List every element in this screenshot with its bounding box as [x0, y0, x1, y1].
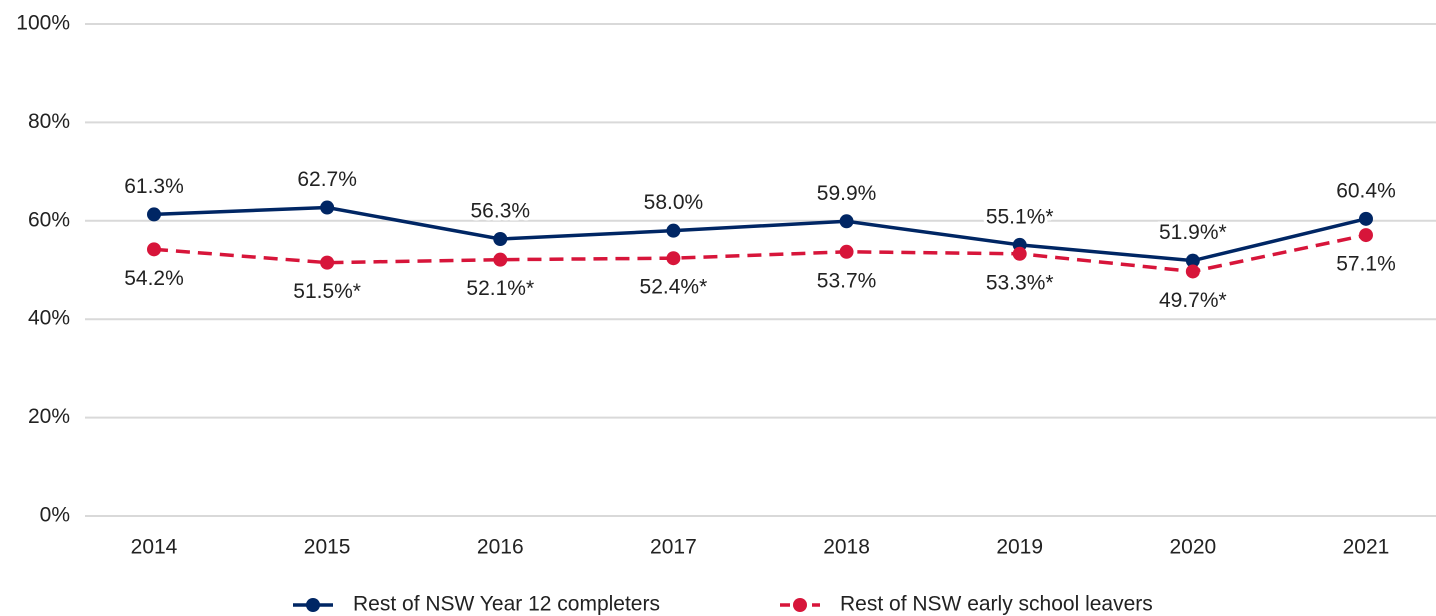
x-tick-label: 2016	[477, 536, 524, 559]
y-tick-label: 20%	[28, 405, 70, 428]
x-tick-label: 2021	[1343, 536, 1390, 559]
data-label: 62.7%	[297, 168, 357, 191]
data-label: 49.7%*	[1159, 289, 1227, 312]
data-label: 55.1%*	[986, 205, 1054, 228]
y-tick-label: 100%	[16, 12, 70, 35]
legend-marker	[793, 598, 807, 612]
data-point	[1358, 228, 1373, 243]
y-tick-label: 60%	[28, 208, 70, 231]
data-label: 60.4%	[1336, 179, 1396, 202]
data-point	[1012, 246, 1027, 261]
y-tick-label: 80%	[28, 110, 70, 133]
data-label: 61.3%	[124, 175, 184, 198]
series-line	[153, 233, 1367, 274]
legend-label: Rest of NSW early school leavers	[840, 593, 1153, 616]
data-label: 52.4%*	[640, 276, 708, 299]
data-label: 59.9%	[817, 182, 877, 205]
data-label: 53.7%	[817, 269, 877, 292]
y-tick-label: 0%	[40, 504, 70, 527]
x-tick-label: 2019	[996, 536, 1043, 559]
data-point	[320, 200, 335, 215]
data-point	[666, 251, 681, 266]
legend-marker	[306, 598, 320, 612]
x-tick-label: 2020	[1169, 536, 1216, 559]
data-label: 51.9%*	[1159, 221, 1227, 244]
data-label: 53.3%*	[986, 271, 1054, 294]
data-point	[666, 223, 681, 238]
data-label: 54.2%	[124, 267, 184, 290]
data-label: 51.5%*	[293, 280, 361, 303]
legend-label: Rest of NSW Year 12 completers	[353, 593, 660, 616]
x-tick-label: 2014	[131, 536, 178, 559]
data-label: 52.1%*	[466, 277, 534, 300]
x-tick-label: 2018	[823, 536, 870, 559]
data-point	[1358, 211, 1373, 226]
x-tick-label: 2015	[304, 536, 351, 559]
x-tick-label: 2017	[650, 536, 697, 559]
data-point	[147, 207, 161, 222]
data-label: 57.1%	[1336, 253, 1396, 276]
data-point	[1185, 253, 1200, 268]
data-label: 56.3%	[471, 200, 531, 223]
data-point	[839, 214, 854, 229]
data-point	[493, 232, 508, 247]
data-point	[320, 255, 335, 270]
data-point	[1185, 264, 1200, 279]
data-point	[147, 242, 161, 257]
data-label: 58.0%	[644, 191, 704, 214]
data-point	[839, 244, 854, 259]
data-point	[493, 252, 508, 267]
y-tick-label: 40%	[28, 307, 70, 330]
series-line	[153, 205, 1367, 263]
